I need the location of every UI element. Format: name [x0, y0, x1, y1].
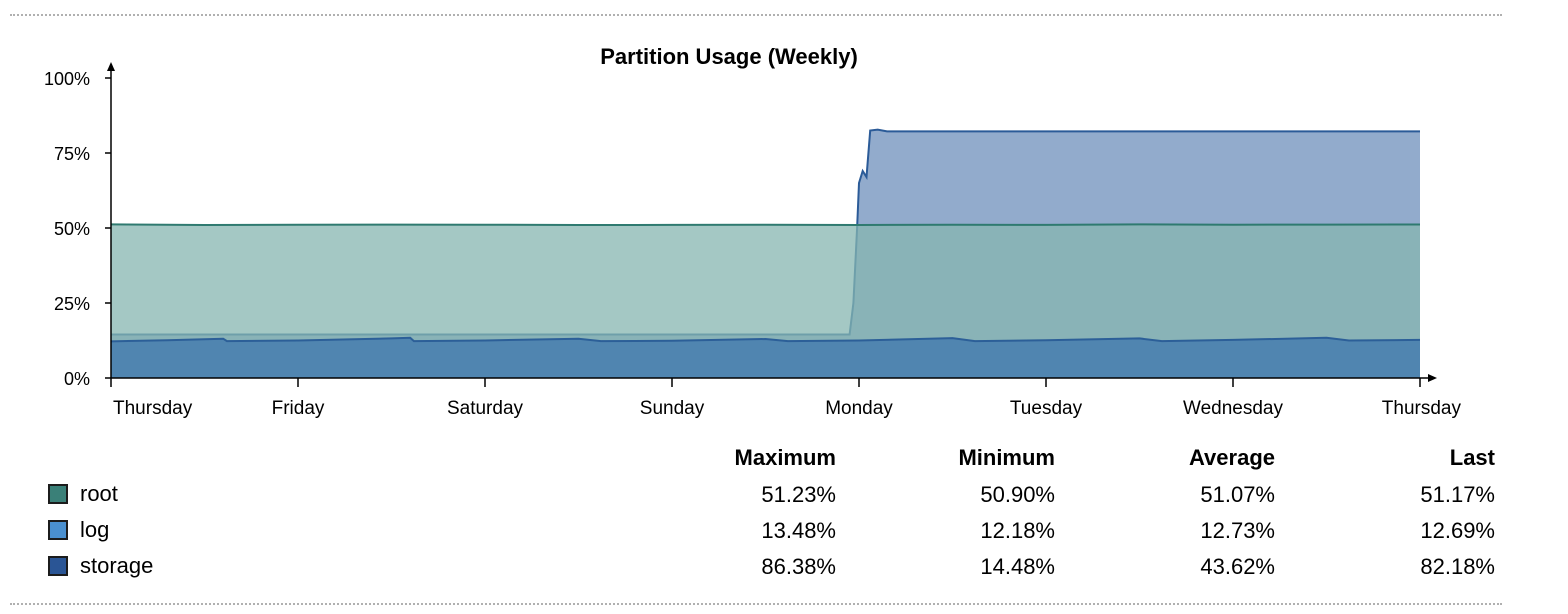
x-tick-label: Friday: [272, 398, 325, 419]
header-maximum: Maximum: [734, 445, 836, 470]
header-minimum: Minimum: [958, 445, 1055, 470]
x-tick-label: Thursday: [1382, 398, 1462, 419]
x-tick-label: Saturday: [447, 398, 524, 419]
x-tick-label: Tuesday: [1010, 398, 1083, 419]
x-axis-arrow: [1428, 374, 1437, 382]
legend-label-storage: storage: [80, 553, 154, 578]
root-maximum: 51.23%: [761, 482, 836, 507]
series-areas: [110, 128, 1421, 378]
area-log: [111, 337, 1420, 378]
y-axis-arrow: [107, 62, 115, 71]
storage-average: 43.62%: [1200, 554, 1275, 579]
x-tick-label: Thursday: [113, 398, 193, 419]
x-tick-label: Monday: [825, 398, 893, 419]
header-last: Last: [1449, 445, 1495, 470]
top-divider: [10, 14, 1502, 16]
legend-label-log: log: [80, 517, 110, 542]
storage-minimum: 14.48%: [980, 554, 1055, 579]
bottom-divider: [10, 603, 1502, 605]
y-tick-label: 0%: [64, 369, 90, 389]
x-tick-label: Wednesday: [1183, 398, 1283, 419]
y-tick-label: 25%: [54, 294, 90, 314]
line-root: [110, 223, 1421, 227]
y-tick-label: 75%: [54, 144, 90, 164]
storage-swatch: [48, 556, 68, 576]
root-minimum: 50.90%: [980, 482, 1055, 507]
storage-last: 82.18%: [1420, 554, 1495, 579]
storage-maximum: 86.38%: [761, 554, 836, 579]
x-tick-label: Sunday: [640, 398, 705, 419]
axis-ticks: 0% 25% 50% 75% 100% Thursday Friday Saturday Sun…: [44, 69, 1462, 419]
log-swatch: [48, 520, 68, 540]
line-log: [110, 336, 1421, 343]
header-average: Average: [1188, 445, 1275, 470]
legend-row-root: root: [48, 481, 118, 507]
legend-row-log: log: [48, 517, 109, 543]
y-tick-label: 50%: [54, 219, 90, 239]
chart-title: Partition Usage (Weekly): [600, 44, 858, 69]
partition-usage-chart: Partition Usage (Weekly) 0% 25% 50% 75% 100%…: [44, 44, 1462, 419]
log-minimum: 12.18%: [980, 518, 1055, 543]
legend-row-storage: storage: [48, 553, 153, 579]
legend-label-root: root: [80, 481, 118, 506]
log-average: 12.73%: [1200, 518, 1275, 543]
log-last: 12.69%: [1420, 518, 1495, 543]
log-maximum: 13.48%: [761, 518, 836, 543]
root-average: 51.07%: [1200, 482, 1275, 507]
y-tick-label: 100%: [44, 69, 90, 89]
root-last: 51.17%: [1420, 482, 1495, 507]
chart-axes: [107, 62, 1437, 382]
root-swatch: [48, 484, 68, 504]
